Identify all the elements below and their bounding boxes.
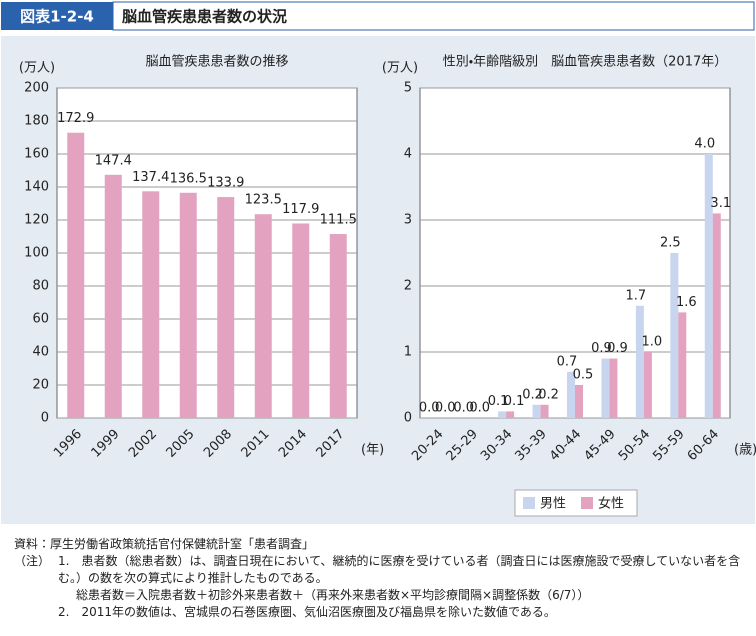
- bar: [506, 411, 515, 418]
- note: 総患者数＝入院患者数＋初診外来患者数＋（再来外来患者数×平均診療間隔×調整係数（…: [76, 588, 590, 602]
- note: 2. 2011年の数値は、宮城県の石巻医療圏、気仙沼医療圏及び福島県を除いた数値…: [58, 605, 556, 619]
- legend-box: [514, 489, 638, 517]
- value-label: 0.0: [469, 401, 490, 416]
- legend-swatch: [523, 497, 535, 509]
- value-label: 0.5: [573, 368, 594, 383]
- value-label: 0.9: [607, 341, 628, 356]
- value-label: 123.5: [245, 193, 282, 208]
- value-label: 0.7: [557, 354, 578, 369]
- source: 資料：厚生労働省政策統括官付保健統計室「患者調査」: [14, 537, 315, 551]
- y-tick-label: 40: [32, 345, 49, 360]
- y-tick-label: 200: [24, 81, 49, 96]
- y-tick-label: 5: [404, 81, 412, 96]
- bar: [609, 358, 618, 418]
- y-tick-label: 4: [404, 147, 412, 162]
- value-label: 136.5: [170, 171, 207, 186]
- figure-label: 図表1-2-4: [20, 8, 94, 26]
- bar: [254, 214, 272, 418]
- bar: [678, 312, 687, 418]
- title-box: [112, 1, 755, 31]
- bar: [532, 404, 541, 418]
- bar: [292, 223, 310, 418]
- note-label: （注）: [14, 554, 51, 568]
- value-label: 1.0: [642, 335, 663, 350]
- y-tick-label: 60: [32, 312, 49, 327]
- y-tick-label: 160: [24, 147, 49, 162]
- value-label: 0.1: [504, 394, 525, 409]
- value-label: 1.7: [626, 288, 647, 303]
- y-tick-label: 2: [404, 279, 412, 294]
- y-unit: (万人): [19, 61, 55, 76]
- x-unit: (歳): [734, 443, 756, 458]
- y-tick-label: 0: [41, 411, 49, 426]
- value-label: 133.9: [207, 176, 244, 191]
- legend-label: 女性: [598, 497, 624, 512]
- figure-label-box: [1, 2, 113, 30]
- y-tick-label: 180: [24, 114, 49, 129]
- legend-swatch: [581, 497, 593, 509]
- bar: [329, 234, 347, 418]
- value-label: 147.4: [95, 153, 132, 168]
- y-unit: (万人): [382, 61, 418, 76]
- value-label: 2.5: [660, 236, 681, 251]
- value-label: 0.2: [538, 387, 559, 402]
- value-label: 0.1: [488, 394, 509, 409]
- bar: [643, 352, 652, 418]
- value-label: 1.6: [676, 295, 697, 310]
- y-tick-label: 20: [32, 378, 49, 393]
- figure-title: 脳血管疾患患者数の状況: [122, 8, 287, 26]
- note: 1. 患者数（総患者数）は、調査日現在において、継続的に医療を受けている者（調査…: [58, 554, 741, 585]
- value-label: 3.1: [710, 196, 731, 211]
- bar: [670, 253, 679, 418]
- bar: [601, 358, 610, 418]
- chart-title: 脳血管疾患患者数の推移: [145, 55, 288, 70]
- value-label: 0.0: [453, 401, 474, 416]
- bar: [498, 411, 507, 418]
- bar: [142, 191, 160, 418]
- bar: [67, 132, 85, 418]
- bar: [712, 213, 721, 418]
- bar: [179, 192, 197, 418]
- bar: [704, 154, 713, 418]
- y-tick-label: 140: [24, 180, 49, 195]
- bar: [217, 197, 235, 418]
- notes: 資料：厚生労働省政策統括官付保健統計室「患者調査」 （注） 1. 患者数（総患者数…: [14, 536, 744, 621]
- bar: [540, 404, 549, 418]
- y-tick-label: 120: [24, 213, 49, 228]
- value-label: 137.4: [132, 170, 169, 185]
- value-label: 0.0: [419, 401, 440, 416]
- y-tick-label: 0: [404, 411, 412, 426]
- y-tick-label: 3: [404, 213, 412, 228]
- chart-title: 性別・年齢階級別 脳血管疾患患者数（2017年）: [443, 55, 728, 70]
- value-label: 0.9: [591, 341, 612, 356]
- y-tick-label: 100: [24, 246, 49, 261]
- bar: [567, 371, 575, 418]
- value-label: 4.0: [694, 137, 715, 152]
- bar: [575, 385, 583, 418]
- value-label: 0.0: [435, 401, 456, 416]
- chart-figure: 図表1-2-4 脳血管疾患患者数の状況 脳血管疾患患者数の推移 (万人) (年) 0 2…: [1, 1, 756, 524]
- bar: [104, 174, 122, 418]
- bar: [635, 305, 644, 418]
- value-label: 111.5: [320, 213, 357, 228]
- value-label: 0.2: [522, 387, 543, 402]
- x-unit: (年): [361, 443, 384, 458]
- y-tick-label: 1: [404, 345, 412, 360]
- y-tick-label: 80: [32, 279, 49, 294]
- legend-label: 男性: [540, 497, 566, 512]
- value-label: 117.9: [282, 202, 319, 217]
- value-label: 172.9: [57, 111, 94, 126]
